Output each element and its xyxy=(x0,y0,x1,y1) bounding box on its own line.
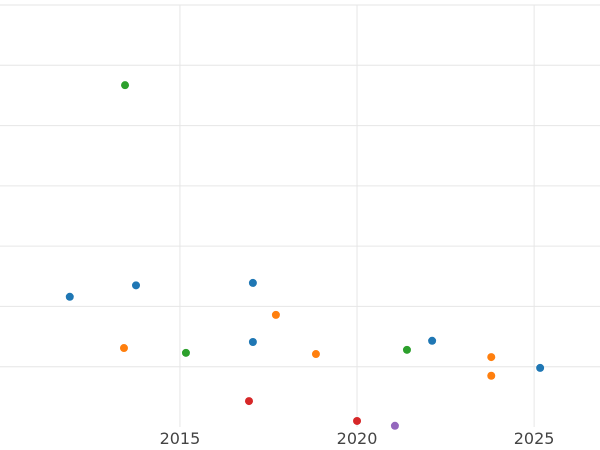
point xyxy=(65,292,74,301)
point xyxy=(244,397,253,406)
point xyxy=(487,353,496,362)
point xyxy=(428,336,437,345)
point xyxy=(536,363,545,372)
point xyxy=(353,416,362,425)
x-tick-label: 2015 xyxy=(160,429,201,448)
point xyxy=(390,421,399,430)
point xyxy=(402,345,411,354)
point xyxy=(487,371,496,380)
point xyxy=(132,281,141,290)
point xyxy=(181,348,190,357)
point xyxy=(121,81,130,90)
x-tick-label: 2020 xyxy=(337,429,378,448)
point xyxy=(271,310,280,319)
x-tick-label: 2025 xyxy=(514,429,555,448)
point xyxy=(248,337,257,346)
point xyxy=(248,278,257,287)
point xyxy=(119,344,128,353)
point xyxy=(311,350,320,359)
